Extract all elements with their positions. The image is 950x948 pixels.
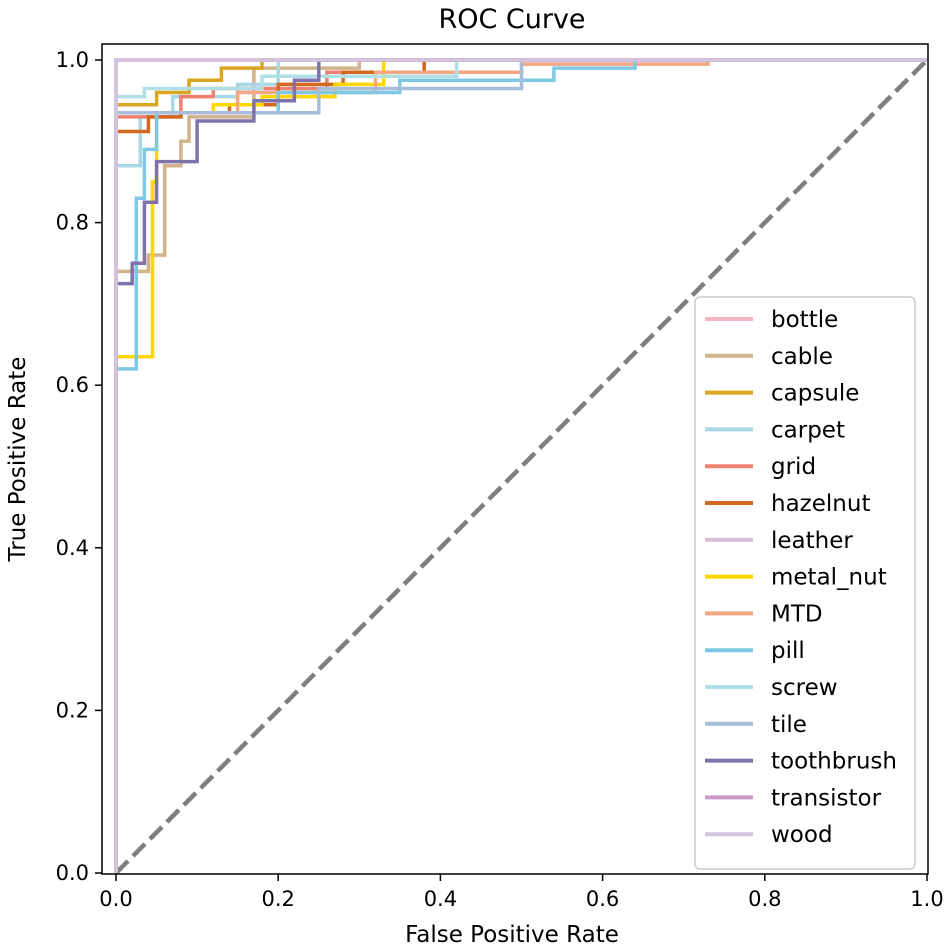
legend-label-pill: pill bbox=[771, 638, 805, 664]
legend-label-metal-nut: metal_nut bbox=[771, 565, 887, 591]
roc-curves bbox=[114, 58, 928, 874]
legend-label-capsule: capsule bbox=[771, 381, 859, 407]
legend-label-tile: tile bbox=[771, 712, 807, 738]
legend-label-transistor: transistor bbox=[771, 785, 882, 811]
legend-label-toothbrush: toothbrush bbox=[771, 749, 897, 775]
y-axis-label: True Positive Rate bbox=[5, 357, 31, 563]
legend-box bbox=[694, 296, 916, 870]
roc-line-toothbrush bbox=[114, 58, 927, 873]
x-tick-label: 0.6 bbox=[586, 887, 619, 911]
y-tick-label: 0.6 bbox=[56, 373, 89, 397]
legend: bottle cable capsule carpet grid hazelnut leat… bbox=[694, 296, 916, 870]
x-tick-label: 1.0 bbox=[910, 887, 943, 911]
legend-label-cable: cable bbox=[771, 344, 833, 370]
legend-label-grid: grid bbox=[771, 454, 816, 480]
y-tick-label: 1.0 bbox=[56, 48, 89, 72]
roc-line-capsule bbox=[114, 58, 927, 873]
y-axis: 0.0 0.2 0.4 0.6 0.8 1.0 bbox=[56, 48, 102, 885]
roc-line-screw bbox=[114, 58, 927, 873]
roc-line-metal-nut bbox=[114, 58, 927, 873]
legend-label-bottle: bottle bbox=[771, 307, 838, 333]
roc-line-wood bbox=[114, 58, 927, 873]
chart-title: ROC Curve bbox=[438, 4, 585, 35]
legend-label-wood: wood bbox=[771, 822, 833, 848]
x-tick-label: 0.4 bbox=[424, 887, 457, 911]
y-tick-label: 0.0 bbox=[56, 861, 89, 885]
x-tick-label: 0.8 bbox=[748, 887, 781, 911]
legend-label-mtd: MTD bbox=[771, 601, 823, 627]
legend-label-leather: leather bbox=[771, 528, 853, 554]
legend-label-screw: screw bbox=[771, 675, 838, 701]
x-axis: 0.0 0.2 0.4 0.6 0.8 1.0 bbox=[99, 874, 944, 911]
x-tick-label: 0.2 bbox=[261, 887, 294, 911]
x-axis-label: False Positive Rate bbox=[405, 922, 619, 948]
y-tick-label: 0.8 bbox=[56, 211, 89, 235]
y-tick-label: 0.4 bbox=[56, 536, 89, 560]
roc-line-cable bbox=[114, 58, 927, 873]
legend-label-carpet: carpet bbox=[771, 417, 845, 443]
y-tick-label: 0.2 bbox=[56, 698, 89, 722]
plot-frame bbox=[101, 43, 929, 875]
x-tick-label: 0.0 bbox=[99, 887, 132, 911]
legend-label-hazelnut: hazelnut bbox=[771, 491, 870, 517]
